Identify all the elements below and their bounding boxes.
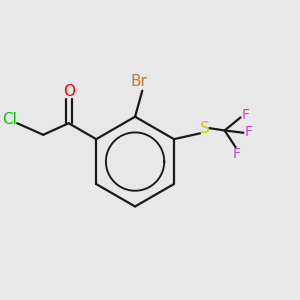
Text: O: O (63, 84, 75, 99)
Text: F: F (242, 108, 250, 122)
Text: S: S (200, 121, 210, 136)
Text: Br: Br (131, 74, 148, 89)
Text: F: F (233, 147, 241, 160)
Text: F: F (245, 125, 253, 139)
Text: Cl: Cl (2, 112, 17, 127)
